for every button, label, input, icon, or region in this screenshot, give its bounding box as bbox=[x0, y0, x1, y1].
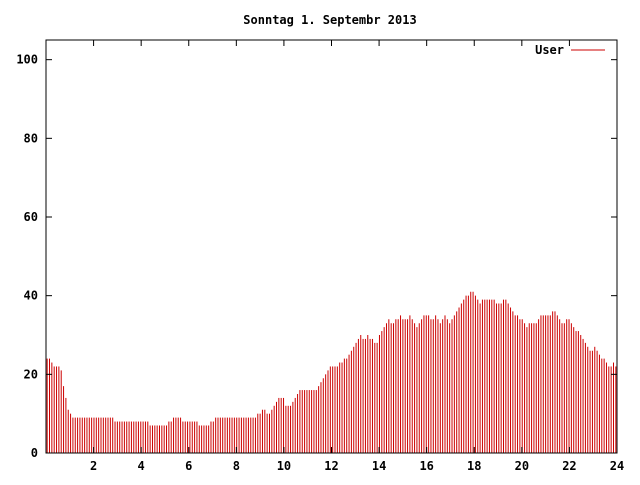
legend-label-user: User bbox=[535, 43, 564, 57]
x-tick-label: 16 bbox=[419, 459, 433, 473]
y-tick-label: 100 bbox=[16, 53, 38, 67]
y-tick-label: 0 bbox=[31, 446, 38, 460]
x-tick-label: 4 bbox=[138, 459, 145, 473]
x-tick-label: 12 bbox=[324, 459, 338, 473]
x-tick-label: 22 bbox=[562, 459, 576, 473]
x-tick-label: 10 bbox=[277, 459, 291, 473]
y-tick-label: 60 bbox=[24, 210, 38, 224]
y-axis-ticks: 0 20 40 60 80 100 bbox=[16, 53, 617, 460]
x-tick-label: 20 bbox=[515, 459, 529, 473]
x-tick-label: 18 bbox=[467, 459, 481, 473]
x-tick-label: 14 bbox=[372, 459, 386, 473]
x-axis-ticks: 2 4 6 8 10 12 14 16 18 20 22 24 bbox=[90, 40, 624, 473]
bar-series-user bbox=[46, 291, 617, 453]
legend: User bbox=[535, 43, 605, 57]
x-tick-label: 8 bbox=[233, 459, 240, 473]
chart-title: Sonntag 1. Septembr 2013 bbox=[243, 13, 416, 27]
x-tick-label: 6 bbox=[185, 459, 192, 473]
x-tick-label: 24 bbox=[610, 459, 624, 473]
x-tick-label: 2 bbox=[90, 459, 97, 473]
y-tick-label: 20 bbox=[24, 367, 38, 381]
y-tick-label: 80 bbox=[24, 131, 38, 145]
y-tick-label: 40 bbox=[24, 289, 38, 303]
